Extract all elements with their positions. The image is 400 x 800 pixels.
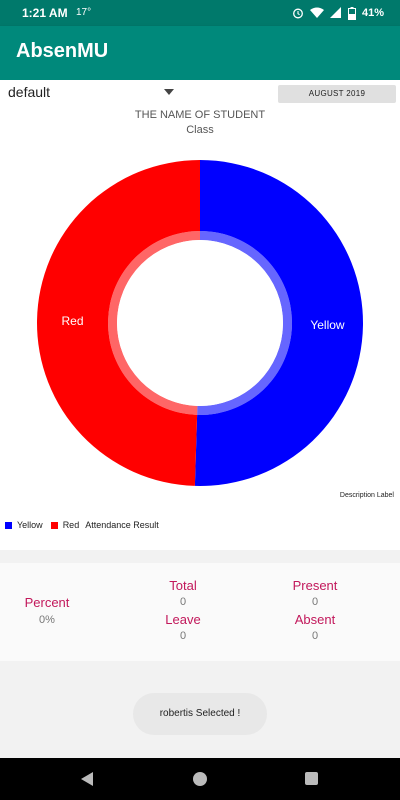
alarm-icon: [293, 8, 303, 19]
absent-value: 0: [311, 630, 319, 642]
legend-label-yellow: Yellow: [17, 520, 43, 530]
legend-label-red: Red: [62, 520, 80, 530]
attendance-stats: Percent 0% Total 0 Present 0 Leave 0 Abs…: [0, 563, 400, 661]
toast-message: robertis Selected !: [133, 693, 267, 735]
app-bar: AbsenMU: [0, 26, 400, 80]
navigation-bar: [0, 758, 400, 800]
attendance-pie-chart[interactable]: Yellow Red: [0, 150, 400, 510]
chart-legend: Yellow Red Attendance Result: [5, 519, 159, 531]
dropdown-arrow-icon: [164, 89, 174, 95]
app-title: AbsenMU: [16, 40, 109, 62]
present-label: Present: [292, 578, 338, 593]
leave-value: 0: [179, 630, 187, 642]
pie-label-red: Red: [62, 314, 84, 328]
legend-swatch-red: [50, 521, 58, 529]
battery-percent: 41%: [361, 7, 384, 19]
pie-center-hole: [117, 240, 283, 406]
home-icon[interactable]: [193, 772, 207, 786]
cell-signal-icon: [329, 7, 341, 18]
battery-icon: [347, 6, 356, 20]
total-value: 0: [179, 596, 187, 608]
status-time: 1:21 AM: [22, 6, 68, 20]
chart-description-label: Description Label: [339, 492, 394, 499]
total-label: Total: [169, 578, 197, 593]
legend-title: Attendance Result: [85, 520, 159, 530]
main-content: default AUGUST 2019 THE NAME OF STUDENT …: [0, 80, 400, 550]
student-class: Class: [186, 124, 214, 136]
student-spinner[interactable]: default: [8, 82, 178, 102]
legend-item-yellow: Yellow: [5, 520, 43, 530]
percent-value: 0%: [39, 614, 55, 626]
status-icons: 41%: [292, 0, 384, 26]
spinner-value: default: [8, 84, 51, 100]
status-bar: 1:21 AM 17° 41%: [0, 0, 400, 26]
status-temperature: 17°: [76, 7, 92, 18]
back-icon[interactable]: [81, 772, 93, 786]
pie-label-yellow: Yellow: [310, 318, 345, 332]
leave-label: Leave: [165, 612, 201, 627]
wifi-icon: [309, 7, 324, 18]
month-picker-button[interactable]: AUGUST 2019: [278, 85, 396, 103]
absent-label: Absent: [294, 612, 336, 627]
pie-slice-yellow[interactable]: [194, 160, 364, 486]
student-name: THE NAME OF STUDENT: [134, 109, 266, 121]
present-value: 0: [311, 596, 319, 608]
legend-swatch-yellow: [5, 521, 12, 529]
percent-label: Percent: [24, 595, 70, 610]
pie-slice-red[interactable]: [37, 160, 200, 486]
legend-item-red: Red: [50, 520, 80, 530]
recents-icon[interactable]: [305, 772, 318, 785]
